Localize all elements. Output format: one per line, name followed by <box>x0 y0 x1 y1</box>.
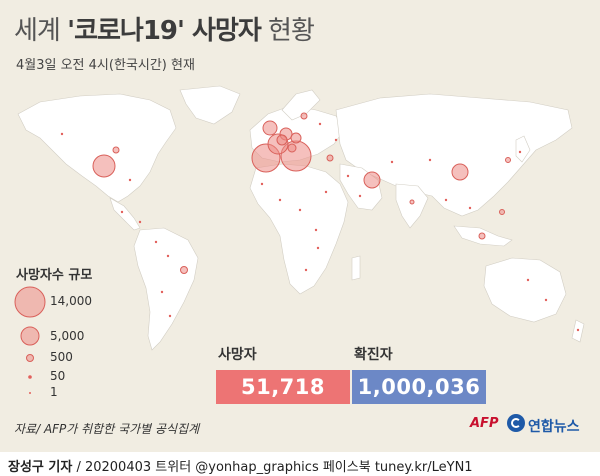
legend-label-50: 50 <box>50 369 66 383</box>
dot <box>314 228 318 232</box>
usa-bubble <box>92 154 116 178</box>
dot <box>390 160 394 164</box>
dot <box>128 178 132 182</box>
confirmed-label: 확진자 <box>354 347 393 363</box>
legend-label-500: 500 <box>50 350 73 364</box>
dot <box>518 150 522 154</box>
legend-label-1: 1 <box>50 385 58 399</box>
brazil-bubble <box>180 266 188 274</box>
legend-circle-14000 <box>14 286 46 318</box>
legend-circle-5000 <box>20 326 40 346</box>
dot <box>358 194 362 198</box>
afp-logo: AFP <box>470 416 499 431</box>
swiss-bubble <box>287 143 297 153</box>
infographic-card: 세계 '코로나19' 사망자 현황 4월3일 오전 4시(한국시간) 현재 <box>0 0 600 452</box>
uk-bubble <box>262 120 278 136</box>
dot <box>544 298 548 302</box>
dot <box>324 190 328 194</box>
belgium-bubble <box>276 134 288 146</box>
north-america-land <box>17 93 177 203</box>
legend-circle-50 <box>28 375 32 379</box>
dot <box>168 314 172 318</box>
title-suffix: 현황 <box>260 16 315 46</box>
japan-land <box>515 135 531 163</box>
legend-label-14000: 14,000 <box>50 294 92 308</box>
dot <box>298 208 302 212</box>
small-dots <box>60 122 580 332</box>
page-title: 세계 '코로나19' 사망자 현황 <box>14 10 315 47</box>
deaths-label: 사망자 <box>218 347 257 363</box>
greenland-land <box>179 85 241 125</box>
dot <box>316 246 320 250</box>
madagascar-land <box>351 255 361 281</box>
dot <box>346 174 350 178</box>
africa-land <box>249 163 349 295</box>
dot <box>120 210 124 214</box>
dot <box>304 268 308 272</box>
dot <box>138 220 142 224</box>
sweden-bubble <box>300 112 308 120</box>
yonhap-logo-text: 연합뉴스 <box>528 419 580 435</box>
scandinavia-land <box>281 89 321 121</box>
confirmed-count-box: 1,000,036 <box>352 370 486 404</box>
australia-land <box>483 257 567 323</box>
title-main: '코로나19' 사망자 <box>67 16 262 46</box>
legend-title: 사망자수 규모 <box>16 268 93 283</box>
india-land <box>395 183 429 229</box>
dot <box>154 240 158 244</box>
turkey-bubble <box>326 154 334 162</box>
central-america-land <box>109 197 141 231</box>
china-bubble <box>451 163 469 181</box>
germany-bubble <box>290 132 302 144</box>
dot <box>166 254 170 258</box>
title-prefix: 세계 <box>14 16 68 46</box>
credit-details: / 20200403 트위터 @yonhap_graphics 페이스북 tun… <box>72 460 473 475</box>
dot <box>444 198 448 202</box>
source-note: 자료/ AFP가 취합한 국가별 공식집계 <box>14 422 200 436</box>
india-bubble <box>409 199 415 205</box>
korea-bubble <box>505 157 511 163</box>
dot <box>278 198 282 202</box>
legend-circle-500 <box>26 354 34 362</box>
deaths-count-box: 51,718 <box>216 370 350 404</box>
dot <box>576 328 580 332</box>
indonesia-bubble <box>478 232 486 240</box>
south-america-land <box>133 227 199 351</box>
legend-circle-1 <box>29 392 31 394</box>
legend-circles <box>14 286 46 394</box>
dot <box>428 158 432 162</box>
credit-footer: 장성구 기자 / 20200403 트위터 @yonhap_graphics 페… <box>8 456 473 475</box>
dot <box>160 290 164 294</box>
dot <box>60 132 64 136</box>
dot <box>526 278 530 282</box>
dot <box>334 138 338 142</box>
legend-label-5000: 5,000 <box>50 329 85 343</box>
timestamp-subtitle: 4월3일 오전 4시(한국시간) 현재 <box>16 58 195 73</box>
world-map <box>17 85 585 351</box>
author-name: 장성구 기자 <box>8 460 73 475</box>
dot <box>318 122 322 126</box>
philippines-bubble <box>499 209 505 215</box>
dot <box>468 206 472 210</box>
canada-bubble <box>112 146 120 154</box>
iran-bubble <box>363 171 381 189</box>
dot <box>260 182 264 186</box>
yonhap-logo-icon <box>507 414 525 432</box>
